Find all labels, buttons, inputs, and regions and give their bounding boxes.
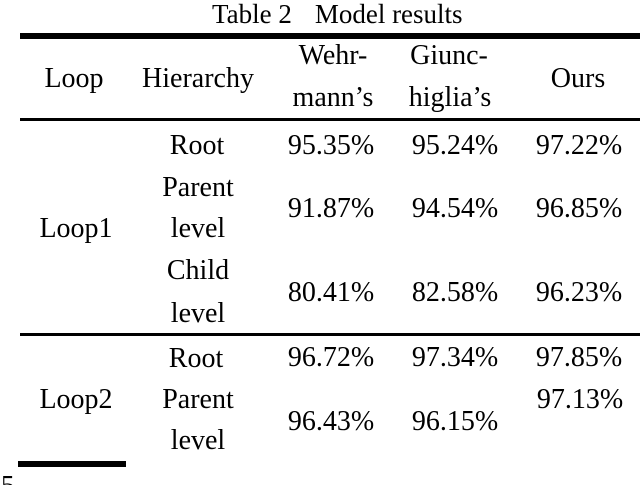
table-group-divider-rule — [20, 333, 640, 336]
cell-giunchiglia: 94.54% — [411, 193, 499, 224]
cell-giunchiglia: 95.24% — [411, 130, 499, 161]
page-number: 5 — [1, 470, 15, 485]
header-giunchiglia-line2: higlia’s — [408, 82, 492, 113]
cell-hierarchy: Root — [168, 343, 224, 374]
table-bottom-rule-cropped — [18, 461, 126, 467]
cell-hierarchy-line1: Parent — [162, 172, 234, 203]
header-giunchiglia-line1: Giunc- — [410, 40, 488, 71]
cell-wehrmann: 80.41% — [287, 277, 375, 308]
table-caption-title: Model results — [314, 0, 463, 29]
cell-wehrmann: 95.35% — [287, 130, 375, 161]
cell-hierarchy-line2: level — [170, 213, 226, 244]
table-caption: Table 2 Model results — [212, 0, 463, 29]
cell-hierarchy: Root — [169, 130, 225, 161]
cell-wehrmann: 96.43% — [287, 406, 375, 437]
cell-ours: 96.23% — [535, 277, 623, 308]
cell-hierarchy-line1: Parent — [162, 384, 234, 415]
group-label-loop2: Loop2 — [39, 384, 113, 415]
cell-giunchiglia: 97.34% — [411, 342, 499, 373]
cell-giunchiglia: 96.15% — [411, 406, 499, 437]
header-wehrmann-line1: Wehr- — [298, 40, 368, 71]
cell-wehrmann: 96.72% — [287, 342, 375, 373]
header-wehrmann-line2: mann’s — [292, 82, 374, 113]
cell-ours: 97.13% — [536, 384, 624, 415]
table-top-rule — [20, 33, 640, 39]
cell-giunchiglia: 82.58% — [411, 277, 499, 308]
cell-hierarchy-line1: Child — [166, 255, 230, 286]
cell-wehrmann: 91.87% — [287, 193, 375, 224]
table-caption-label: Table 2 — [212, 0, 292, 29]
group-label-loop1: Loop1 — [39, 213, 113, 244]
header-hierarchy: Hierarchy — [142, 63, 254, 94]
table-header-rule — [20, 118, 640, 121]
cell-ours: 96.85% — [535, 193, 623, 224]
cell-ours: 97.85% — [535, 342, 623, 373]
header-ours: Ours — [550, 63, 606, 94]
cell-ours: 97.22% — [535, 130, 623, 161]
header-loop: Loop — [44, 63, 104, 94]
cell-hierarchy-line2: level — [170, 425, 226, 456]
cell-hierarchy-line2: level — [170, 298, 226, 329]
